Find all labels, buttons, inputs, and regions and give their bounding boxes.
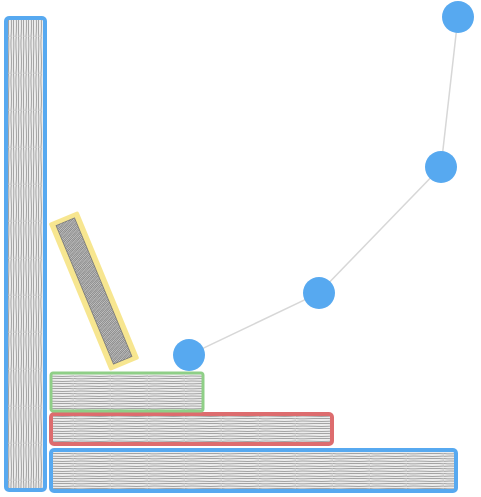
node-1[interactable] — [173, 339, 205, 371]
vertical-bar — [4, 16, 47, 492]
node-2[interactable] — [303, 277, 335, 309]
top-bar — [49, 371, 205, 413]
node-3[interactable] — [425, 151, 457, 183]
tilted-bar — [49, 211, 139, 371]
middle-bar — [49, 412, 334, 446]
node-4[interactable] — [442, 1, 474, 33]
node-connector-line — [188, 16, 459, 356]
base-bar — [49, 448, 458, 493]
